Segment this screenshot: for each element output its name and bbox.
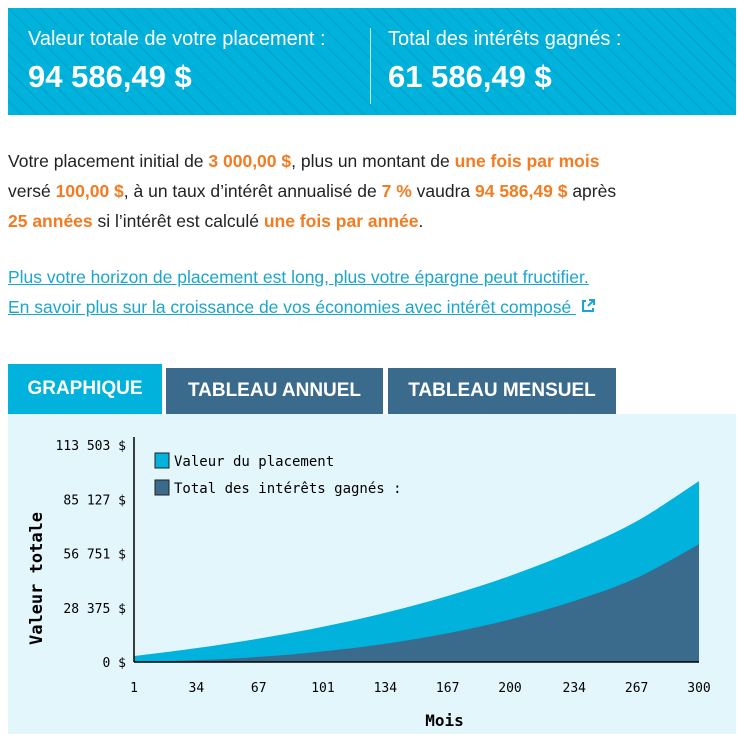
chart-panel: 0 $28 375 $56 751 $85 127 $113 503 $1 34 6…: [8, 414, 736, 734]
initial-amount: 3 000,00 $: [208, 151, 292, 171]
years: 25 années: [8, 211, 93, 231]
external-link-icon: [582, 299, 596, 312]
x-tick-label: 1: [130, 681, 138, 696]
text: Votre placement initial de: [8, 151, 209, 171]
deposit-frequency: une fois par mois: [454, 151, 600, 171]
x-tick-label: 300: [687, 681, 710, 696]
horizon-link[interactable]: Plus votre horizon de placement est long…: [8, 267, 589, 287]
x-tick-label: 167: [436, 681, 459, 696]
x-tick-label: 267: [625, 681, 648, 696]
learn-more-link[interactable]: En savoir plus sur la croissance de vos …: [8, 292, 596, 322]
x-tick-label: 234: [563, 681, 587, 696]
y-tick-label: 56 751 $: [63, 548, 126, 563]
x-tick-label: 101: [311, 681, 334, 696]
text: .: [418, 211, 424, 231]
divider: [370, 28, 371, 104]
text: après: [567, 181, 617, 201]
interest-label: Total des intérêts gagnés :: [388, 28, 622, 50]
links: Plus votre horizon de placement est long…: [8, 262, 596, 322]
text: versé: [8, 181, 56, 201]
compounding-frequency: une fois par année: [263, 211, 419, 231]
summary-banner: Valeur totale de votre placement : 94 58…: [8, 8, 736, 115]
total-value-label: Valeur totale de votre placement :: [28, 28, 326, 50]
final-value: 94 586,49 $: [475, 181, 568, 201]
y-tick-label: 28 375 $: [63, 602, 126, 617]
x-axis-label: Mois: [425, 711, 464, 730]
area-chart: 0 $28 375 $56 751 $85 127 $113 503 $1 34 6…: [27, 437, 711, 730]
x-tick-label: 134: [374, 681, 398, 696]
text: , à un taux d’intérêt annualisé de: [123, 181, 382, 201]
interest-block: Total des intérêts gagnés : 61 586,49 $: [388, 28, 621, 95]
legend-label: Total des intérêts gagnés :: [174, 481, 402, 497]
y-tick-label: 85 127 $: [63, 493, 126, 508]
x-tick-label: 67: [251, 681, 267, 696]
area-interest: [134, 544, 699, 662]
text: vaudra: [411, 181, 475, 201]
x-tick-label: 34: [189, 681, 205, 696]
legend-swatch: [154, 452, 170, 469]
y-axis-label: Valeur totale: [27, 512, 47, 645]
tab-tableau-annuel[interactable]: TABLEAU ANNUEL: [166, 368, 383, 414]
interest-rate: 7 %: [381, 181, 412, 201]
y-tick-label: 0 $: [103, 656, 127, 671]
y-tick-label: 113 503 $: [56, 439, 127, 454]
text: si l’intérêt est calculé: [92, 211, 264, 231]
interest-value: 61 586,49 $: [388, 59, 552, 94]
total-value-block: Valeur totale de votre placement : 94 58…: [28, 28, 326, 95]
description-paragraph: Votre placement initial de 3 000,00 $, p…: [8, 146, 738, 236]
legend-swatch: [154, 479, 170, 496]
total-value: 94 586,49 $: [28, 59, 192, 94]
deposit-amount: 100,00 $: [55, 181, 124, 201]
learn-more-text: En savoir plus sur la croissance de vos …: [8, 297, 572, 317]
x-tick-label: 200: [498, 681, 521, 696]
tab-tableau-mensuel[interactable]: TABLEAU MENSUEL: [388, 368, 616, 414]
legend-label: Valeur du placement: [174, 454, 334, 470]
text: , plus un montant de: [291, 151, 455, 171]
tab-graphique[interactable]: GRAPHIQUE: [8, 364, 162, 414]
